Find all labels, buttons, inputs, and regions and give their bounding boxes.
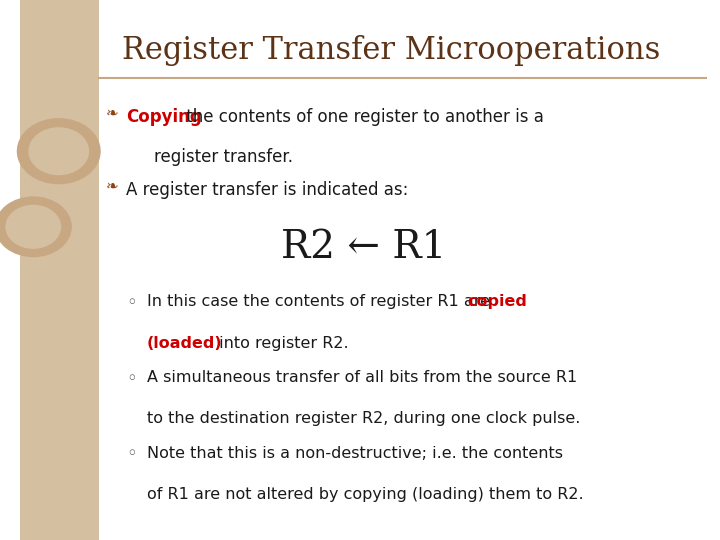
Text: ◦: ◦: [126, 446, 137, 463]
Text: ❧: ❧: [106, 178, 118, 193]
Text: (loaded): (loaded): [147, 336, 222, 351]
Text: ◦: ◦: [126, 294, 137, 312]
Text: ❧: ❧: [106, 105, 118, 120]
Text: of R1 are not altered by copying (loading) them to R2.: of R1 are not altered by copying (loadin…: [147, 487, 583, 502]
Text: the contents of one register to another is a: the contents of one register to another …: [181, 108, 544, 126]
Circle shape: [17, 119, 100, 184]
Text: In this case the contents of register R1 are: In this case the contents of register R1…: [147, 294, 495, 309]
Text: A simultaneous transfer of all bits from the source R1: A simultaneous transfer of all bits from…: [147, 370, 577, 385]
Text: copied: copied: [467, 294, 527, 309]
Text: A register transfer is indicated as:: A register transfer is indicated as:: [126, 181, 408, 199]
Circle shape: [29, 128, 89, 174]
Text: to the destination register R2, during one clock pulse.: to the destination register R2, during o…: [147, 411, 580, 427]
Text: register transfer.: register transfer.: [153, 148, 293, 166]
Text: R2 ← R1: R2 ← R1: [281, 230, 446, 267]
Circle shape: [0, 197, 71, 256]
Circle shape: [6, 205, 60, 248]
Text: ◦: ◦: [126, 370, 137, 388]
FancyBboxPatch shape: [19, 0, 99, 540]
Text: into register R2.: into register R2.: [215, 336, 349, 351]
Text: Note that this is a non-destructive; i.e. the contents: Note that this is a non-destructive; i.e…: [147, 446, 563, 461]
Text: Copying: Copying: [126, 108, 202, 126]
Text: Register Transfer Microoperations: Register Transfer Microoperations: [122, 35, 660, 66]
